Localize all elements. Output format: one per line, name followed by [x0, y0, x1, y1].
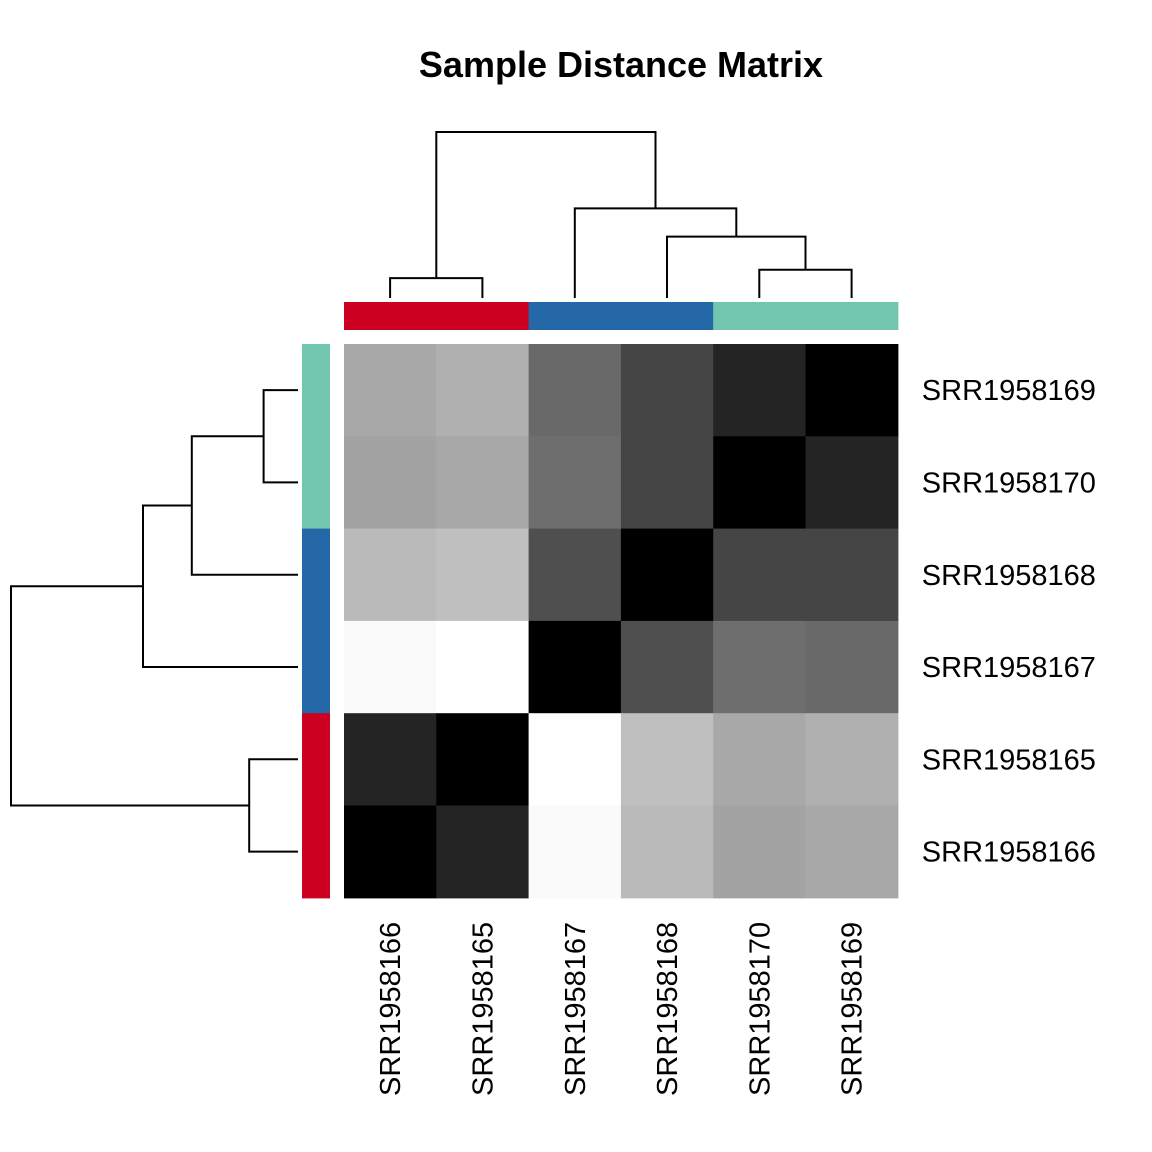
row-labels: SRR1958169 SRR1958170 SRR1958168 SRR1958167…: [922, 375, 1096, 868]
chart-title: Sample Distance Matrix: [419, 44, 823, 85]
heatmap-cell: [713, 344, 807, 437]
column-label: SRR1958165: [467, 922, 499, 1096]
heatmap-cell: [344, 344, 437, 437]
heatmap-cell: [805, 805, 899, 899]
column-labels: SRR1958166 SRR1958165 SRR1958167 SRR1958168…: [375, 922, 868, 1096]
heatmap-cell: [713, 713, 807, 807]
heatmap-cell: [713, 436, 807, 530]
column-dendrogram-branch: [389, 277, 484, 298]
column-dendrogram-branch: [573, 207, 738, 298]
row-annotation-cell: [302, 436, 330, 530]
heatmap-cell: [528, 805, 622, 899]
column-annotation-cell: [805, 302, 899, 330]
heatmap-cell: [344, 805, 437, 899]
column-annotation-cell: [344, 302, 437, 330]
row-annotation-cell: [302, 620, 330, 714]
heatmap-cell: [436, 344, 530, 437]
column-annotation-bar: [344, 302, 899, 330]
row-label: SRR1958166: [922, 837, 1096, 869]
heatmap-cell: [620, 344, 714, 437]
row-dendrogram: [10, 389, 298, 853]
row-annotation-cell: [302, 528, 330, 622]
column-annotation-cell: [436, 302, 530, 330]
heatmap-cell: [436, 528, 530, 622]
heatmap-cell: [344, 713, 437, 807]
heatmap-cell: [620, 620, 714, 714]
heatmap-cell: [805, 344, 899, 437]
column-label: SRR1958166: [375, 922, 407, 1096]
column-dendrogram: [389, 131, 853, 298]
row-annotation-bar: [302, 344, 330, 899]
row-label: SRR1958168: [922, 560, 1096, 592]
row-dendrogram-branch: [10, 585, 250, 807]
column-dendrogram-branch: [435, 131, 657, 279]
heatmap-cell: [528, 620, 622, 714]
heatmap-cell: [528, 528, 622, 622]
heatmap-cell: [713, 528, 807, 622]
column-annotation-cell: [713, 302, 807, 330]
heatmap-cell: [620, 528, 714, 622]
row-label: SRR1958170: [922, 467, 1096, 499]
column-label: SRR1958170: [744, 922, 776, 1096]
heatmap-cell: [620, 805, 714, 899]
heatmap-cell: [436, 620, 530, 714]
heatmap-cell: [344, 528, 437, 622]
heatmap-cell: [805, 528, 899, 622]
row-dendrogram-branch: [262, 389, 298, 484]
heatmap-cell: [713, 620, 807, 714]
row-annotation-cell: [302, 805, 330, 899]
heatmap-cell: [528, 436, 622, 530]
heatmap-cell: [620, 436, 714, 530]
column-label: SRR1958167: [560, 922, 592, 1096]
column-label: SRR1958169: [837, 922, 869, 1096]
heatmap-cell: [805, 713, 899, 807]
row-dendrogram-branch: [142, 504, 298, 668]
heatmap-cell: [436, 805, 530, 899]
heatmap-cell: [436, 713, 530, 807]
heatmap-cell: [344, 620, 437, 714]
heatmap-cell: [805, 620, 899, 714]
heatmap-cell: [713, 805, 807, 899]
column-dendrogram-branch: [758, 268, 853, 298]
column-annotation-cell: [528, 302, 622, 330]
heatmap-cells: [344, 344, 899, 899]
column-annotation-cell: [620, 302, 714, 330]
heatmap-cell: [528, 713, 622, 807]
row-label: SRR1958165: [922, 744, 1096, 776]
row-annotation-cell: [302, 344, 330, 437]
column-label: SRR1958168: [652, 922, 684, 1096]
heatmap-cell: [805, 436, 899, 530]
heatmap-cell: [528, 344, 622, 437]
heatmap-cell: [436, 436, 530, 530]
row-annotation-cell: [302, 713, 330, 807]
row-dendrogram-branch: [248, 758, 298, 853]
column-dendrogram-branch: [666, 235, 807, 298]
heatmap-cell: [620, 713, 714, 807]
row-label: SRR1958169: [922, 375, 1096, 407]
row-dendrogram-branch: [190, 435, 298, 576]
row-label: SRR1958167: [922, 652, 1096, 684]
heatmap-cell: [344, 436, 437, 530]
